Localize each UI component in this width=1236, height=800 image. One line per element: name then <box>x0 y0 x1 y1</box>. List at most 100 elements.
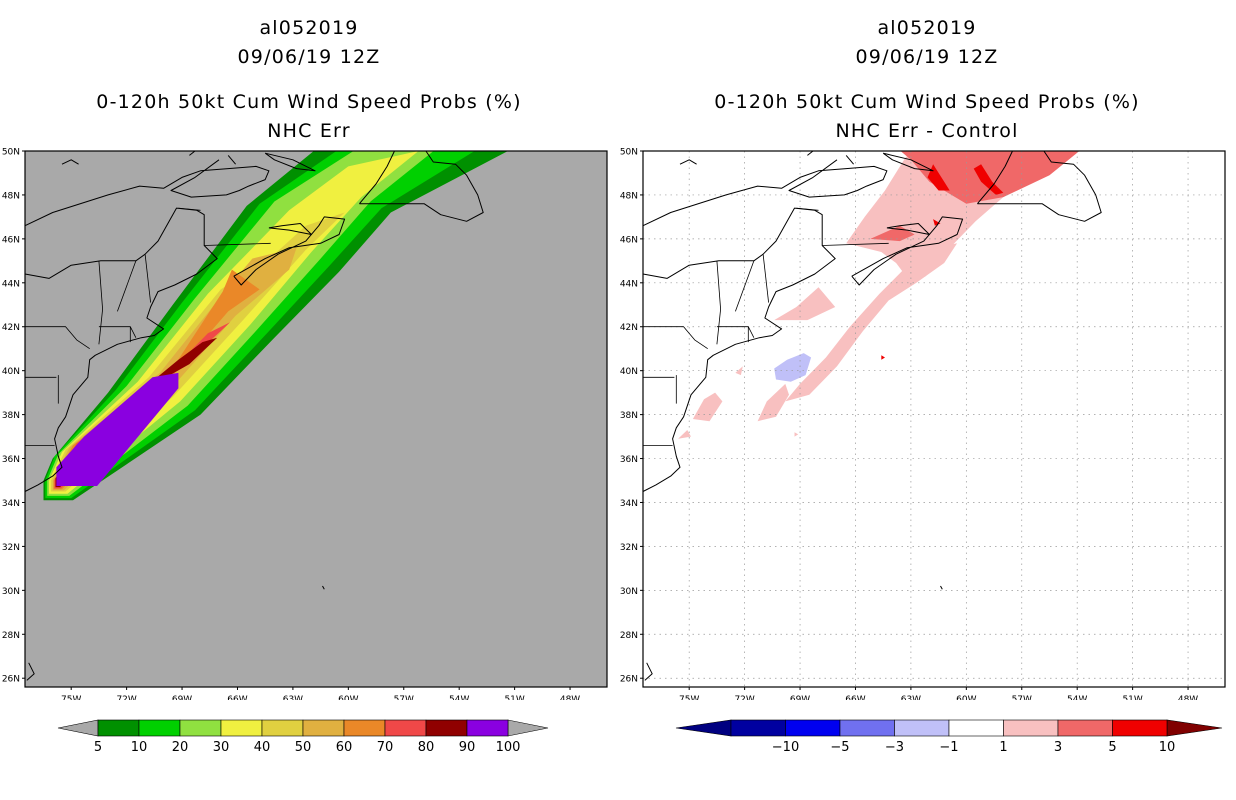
colorbar-label: 3 <box>1054 740 1062 755</box>
diff-region-1-3 <box>774 287 836 321</box>
lat-label: 26N <box>2 675 20 685</box>
left-product-title: 0-120h 50kt Cum Wind Speed Probs (%) <box>96 91 522 113</box>
island-outline <box>940 585 943 590</box>
map-frame <box>642 150 1226 688</box>
map-frame <box>24 150 608 688</box>
lon-label: 72W <box>116 695 136 700</box>
newfoundland-outline <box>359 150 484 222</box>
prob-band-90 <box>56 372 179 486</box>
lat-label: 48N <box>2 191 20 201</box>
lon-label: 57W <box>394 695 414 700</box>
island-outline <box>227 155 236 165</box>
colorbar-right-arrow <box>507 719 549 737</box>
colorbar-label: 10 <box>1159 740 1176 755</box>
colorbar-swatch <box>1003 719 1059 737</box>
border-line <box>735 260 755 312</box>
us-coastline <box>24 207 218 492</box>
colorbar-swatch <box>785 719 841 737</box>
lon-label: 60W <box>338 695 358 700</box>
lat-label: 40N <box>2 367 20 377</box>
diff-region-1-3 <box>692 392 723 422</box>
colorbar-right-arrow <box>1166 719 1223 737</box>
border-line <box>822 242 889 246</box>
lon-label: 60W <box>956 695 976 700</box>
st-lawrence-coast <box>24 159 270 227</box>
diff-region-5-10 <box>933 219 941 226</box>
colorbar-label: 80 <box>418 740 435 755</box>
lat-label: 38N <box>620 411 638 421</box>
colorbar-swatch <box>894 719 950 737</box>
lon-label: 54W <box>449 695 469 700</box>
lat-label: 26N <box>620 675 638 685</box>
lat-label: 34N <box>2 499 20 509</box>
lat-label: 50N <box>620 148 638 158</box>
island-outline <box>322 585 325 590</box>
lat-label: 40N <box>620 367 638 377</box>
colorbar-swatch <box>730 719 786 737</box>
lat-label: 36N <box>2 455 20 465</box>
lon-label: 63W <box>901 695 921 700</box>
colorbar-swatch <box>138 719 181 737</box>
colorbar-label: 60 <box>336 740 353 755</box>
colorbar-label: −5 <box>830 740 849 755</box>
lon-label: 69W <box>790 695 810 700</box>
colorbar-swatch <box>179 719 222 737</box>
lon-label: 57W <box>1012 695 1032 700</box>
lat-label: 48N <box>620 191 638 201</box>
lat-label: 38N <box>2 411 20 421</box>
pei-outline <box>886 223 930 235</box>
colorbar-swatch <box>839 719 895 737</box>
newfoundland-outline <box>977 150 1102 222</box>
lat-label: 32N <box>620 543 638 553</box>
lon-label: 75W <box>679 695 699 700</box>
border-line <box>117 260 137 312</box>
us-coastline <box>642 207 836 492</box>
lat-label: 46N <box>2 235 20 245</box>
colorbar-swatch <box>466 719 509 737</box>
colorbar-label: 100 <box>496 740 521 755</box>
lat-label: 42N <box>620 323 638 333</box>
colorbar-swatch <box>1057 719 1113 737</box>
right-product-title: 0-120h 50kt Cum Wind Speed Probs (%) <box>714 91 1140 113</box>
border-line <box>144 254 151 303</box>
right-datetime: 09/06/19 12Z <box>855 46 999 68</box>
colorbar-label: 10 <box>131 740 148 755</box>
right-panel: al052019 09/06/19 12Z 0-120h 50kt Cum Wi… <box>618 0 1236 800</box>
st-lawrence-coast <box>642 159 888 227</box>
lon-label: 66W <box>227 695 247 700</box>
island-outline <box>644 662 653 681</box>
left-probability-map: 50N 48N 46N 44N 42N 40N 38N 36N 34N 32N 30N 28N 26N 7… <box>2 148 608 700</box>
colorbar-swatch <box>948 719 1004 737</box>
colorbar-left-arrow <box>675 719 732 737</box>
diff-region-1-3 <box>678 430 691 439</box>
colorbar-left-arrow <box>57 719 99 737</box>
border-line <box>716 260 721 345</box>
colorbar-swatch <box>220 719 263 737</box>
lat-label: 36N <box>620 455 638 465</box>
colorbar-swatch <box>97 719 140 737</box>
lat-label: 50N <box>2 148 20 158</box>
island-outline <box>26 662 35 681</box>
lat-label: 46N <box>620 235 638 245</box>
border-line <box>762 254 769 303</box>
island-outline <box>807 150 814 156</box>
right-colorbar: −10 −5 −3 −1 1 3 5 10 <box>675 719 1223 755</box>
lon-label: 75W <box>61 695 81 700</box>
lon-label: 69W <box>172 695 192 700</box>
right-run-name: NHC Err - Control <box>835 120 1019 142</box>
border-line <box>796 207 819 211</box>
lon-label: 54W <box>1067 695 1087 700</box>
island-outline <box>61 159 79 165</box>
lon-label: 72W <box>734 695 754 700</box>
probability-swath <box>43 151 508 501</box>
colorbar-swatch <box>1112 719 1168 737</box>
nova-scotia-outline <box>233 216 346 286</box>
lat-label: 28N <box>620 631 638 641</box>
geography-layer <box>642 150 1102 681</box>
left-colorbar: 5 10 20 30 40 50 60 70 80 90 100 <box>57 719 549 755</box>
diff-region-5-10 <box>881 355 885 360</box>
anticosti-outline <box>264 152 316 172</box>
left-run-name: NHC Err <box>267 120 351 142</box>
lon-label: 48W <box>560 695 580 700</box>
colorbar-label: 1 <box>999 740 1007 755</box>
